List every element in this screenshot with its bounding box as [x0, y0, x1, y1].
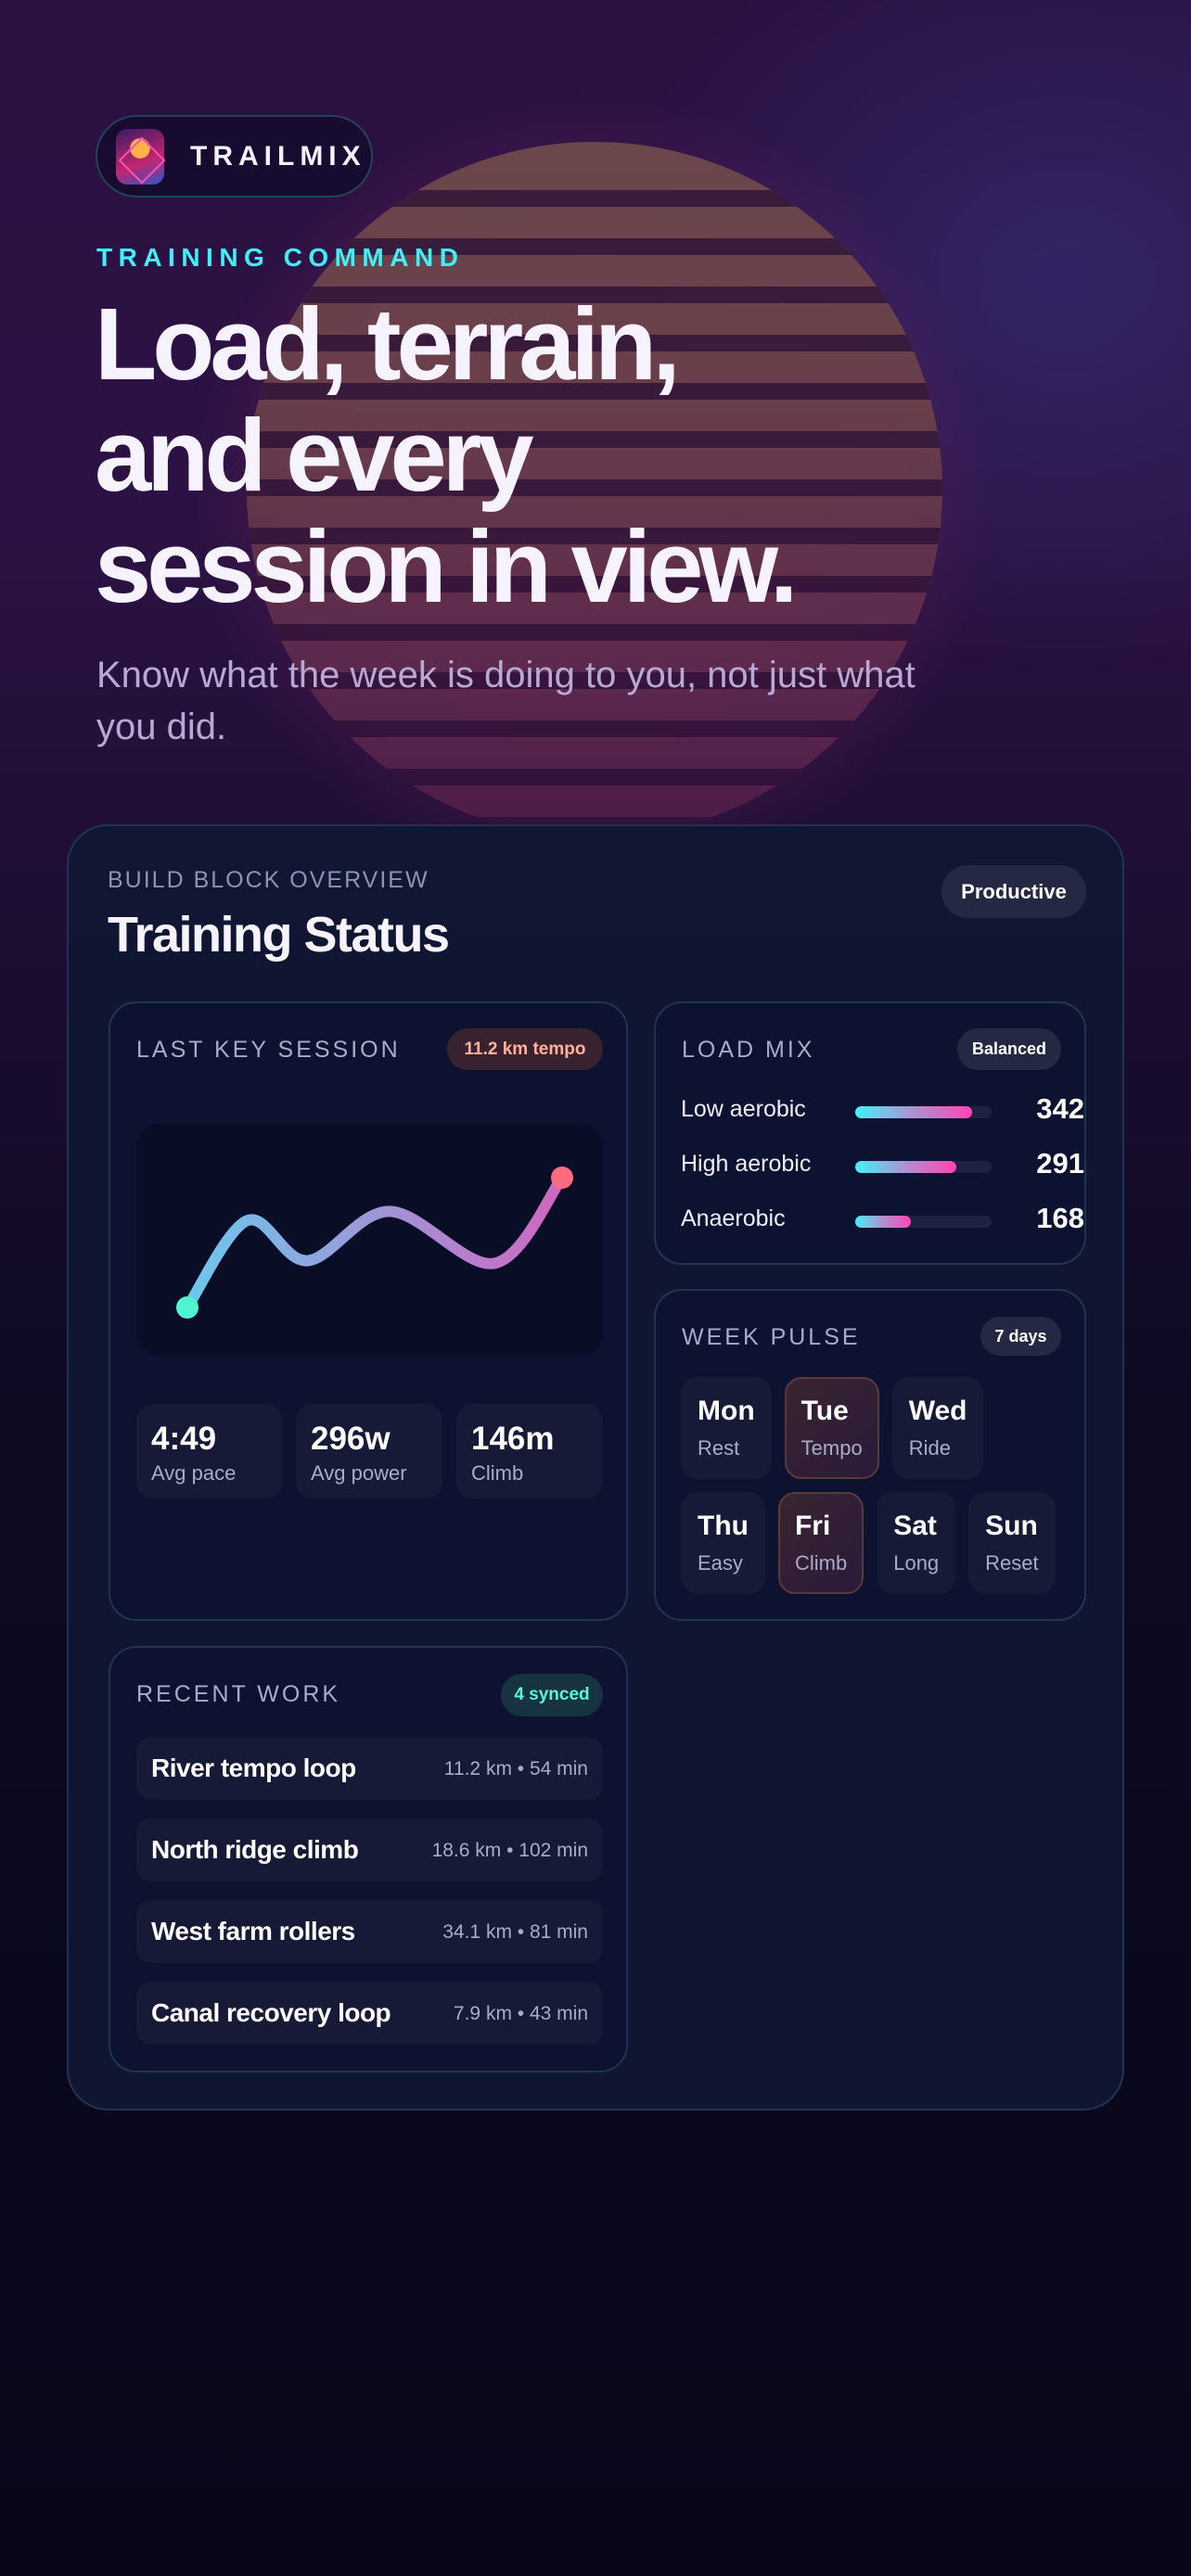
headline-line: session in view. — [95, 510, 799, 624]
day-tile-thu[interactable]: Thu Easy — [681, 1492, 765, 1594]
day-type: Ride — [908, 1436, 951, 1460]
stat-value: 146m — [471, 1421, 555, 1457]
recent-work-panel: RECENT WORK 4 synced River tempo loop 11… — [109, 1646, 628, 2072]
load-bar-fill — [855, 1161, 956, 1173]
status-badge: Productive — [941, 865, 1086, 918]
load-name: High aerobic — [681, 1151, 812, 1177]
stat-label: Climb — [471, 1461, 524, 1485]
training-status-card: BUILD BLOCK OVERVIEW Training Status Pro… — [67, 824, 1124, 2111]
day-tile-sun[interactable]: Sun Reset — [968, 1492, 1056, 1594]
recent-work-item[interactable]: West farm rollers 34.1 km • 81 min — [136, 1900, 603, 1963]
headline-line: Load, terrain, — [95, 287, 681, 402]
load-name: Low aerobic — [681, 1096, 806, 1122]
stat-value: 4:49 — [151, 1421, 217, 1457]
day-name: Wed — [908, 1396, 967, 1426]
hero-headline: Load, terrain, and every session in view… — [95, 289, 1133, 623]
day-name: Thu — [698, 1511, 749, 1541]
profile-line — [182, 1172, 568, 1313]
load-bar-track — [855, 1216, 992, 1228]
brand-pill[interactable]: TRAILMIX — [96, 115, 373, 198]
end-point — [551, 1167, 573, 1189]
week-pulse-panel: WEEK PULSE 7 days Mon Rest Tue Tempo Wed R… — [654, 1289, 1086, 1621]
day-type: Easy — [698, 1551, 743, 1575]
day-type: Climb — [794, 1551, 848, 1575]
stat-value: 296w — [311, 1421, 391, 1457]
panel-label: LAST KEY SESSION — [136, 1037, 401, 1063]
recent-work-item[interactable]: Canal recovery loop 7.9 km • 43 min — [136, 1982, 603, 2045]
workout-meta: 7.9 km • 43 min — [453, 2003, 588, 2024]
week-days: Mon Rest Tue Tempo Wed Ride Thu Easy Fri Cli… — [681, 1377, 1061, 1594]
day-name: Sun — [985, 1511, 1038, 1541]
load-name: Anaerobic — [681, 1205, 786, 1231]
day-name: Sat — [893, 1511, 937, 1541]
stat-avg-pace: 4:49 Avg pace — [136, 1404, 283, 1498]
load-row: Low aerobic 342 — [681, 1092, 1084, 1129]
day-tile-mon[interactable]: Mon Rest — [681, 1377, 772, 1479]
day-name: Mon — [698, 1396, 755, 1426]
day-type: Reset — [985, 1551, 1039, 1575]
card-eyebrow: BUILD BLOCK OVERVIEW — [108, 867, 429, 893]
card-title: Training Status — [108, 907, 450, 963]
session-profile-chart — [136, 1124, 603, 1356]
load-value: 291 — [1036, 1147, 1084, 1180]
day-tile-sat[interactable]: Sat Long — [877, 1492, 956, 1594]
last-key-session-panel: LAST KEY SESSION 11.2 km tempo 4:49 Avg … — [109, 1001, 628, 1621]
panel-label: WEEK PULSE — [682, 1324, 861, 1350]
hero-eyebrow: TRAINING COMMAND — [96, 243, 465, 272]
session-badge: 11.2 km tempo — [447, 1028, 603, 1070]
load-mix-badge: Balanced — [957, 1028, 1061, 1070]
hero-subtitle: Know what the week is doing to you, not … — [96, 655, 916, 747]
trailmix-logo-icon — [116, 128, 164, 185]
workout-meta: 11.2 km • 54 min — [443, 1758, 588, 1779]
workout-meta: 34.1 km • 81 min — [442, 1921, 588, 1943]
day-type: Tempo — [800, 1436, 863, 1460]
day-name: Tue — [800, 1396, 849, 1426]
panel-label: LOAD MIX — [682, 1037, 815, 1063]
workout-name: Canal recovery loop — [151, 1998, 391, 2027]
load-bar-track — [855, 1106, 992, 1118]
day-tile-wed[interactable]: Wed Ride — [891, 1377, 984, 1479]
load-value: 342 — [1036, 1092, 1084, 1125]
day-type: Rest — [698, 1436, 740, 1460]
week-badge: 7 days — [980, 1317, 1061, 1356]
load-bar-fill — [855, 1106, 973, 1118]
recent-work-item[interactable]: River tempo loop 11.2 km • 54 min — [136, 1737, 603, 1800]
stat-label: Avg power — [311, 1461, 407, 1485]
day-name: Fri — [794, 1511, 831, 1541]
load-bar-fill — [855, 1216, 912, 1228]
load-mix-panel: LOAD MIX Balanced Low aerobic 342 High ae… — [654, 1001, 1086, 1265]
load-row: Anaerobic 168 — [681, 1202, 1084, 1239]
workout-meta: 18.6 km • 102 min — [431, 1840, 588, 1861]
stat-climb: 146m Climb — [456, 1404, 603, 1498]
start-point — [176, 1296, 198, 1319]
headline-line: and every — [95, 399, 534, 513]
stat-avg-power: 296w Avg power — [296, 1404, 442, 1498]
workout-name: North ridge climb — [151, 1835, 359, 1864]
stat-label: Avg pace — [151, 1461, 237, 1485]
profile-chart-svg — [176, 1167, 573, 1319]
workout-name: West farm rollers — [151, 1917, 355, 1945]
brand-name: TRAILMIX — [190, 140, 366, 172]
recent-work-item[interactable]: North ridge climb 18.6 km • 102 min — [136, 1818, 603, 1881]
load-bar-track — [855, 1161, 992, 1173]
day-tile-tue[interactable]: Tue Tempo — [784, 1377, 879, 1479]
load-row: High aerobic 291 — [681, 1147, 1084, 1184]
day-type: Long — [893, 1551, 940, 1575]
synced-badge: 4 synced — [501, 1674, 603, 1716]
load-value: 168 — [1036, 1202, 1084, 1234]
panel-label: RECENT WORK — [136, 1681, 341, 1707]
striped-sun-graphic — [247, 142, 942, 837]
workout-name: River tempo loop — [151, 1753, 356, 1782]
day-tile-fri[interactable]: Fri Climb — [777, 1492, 864, 1594]
